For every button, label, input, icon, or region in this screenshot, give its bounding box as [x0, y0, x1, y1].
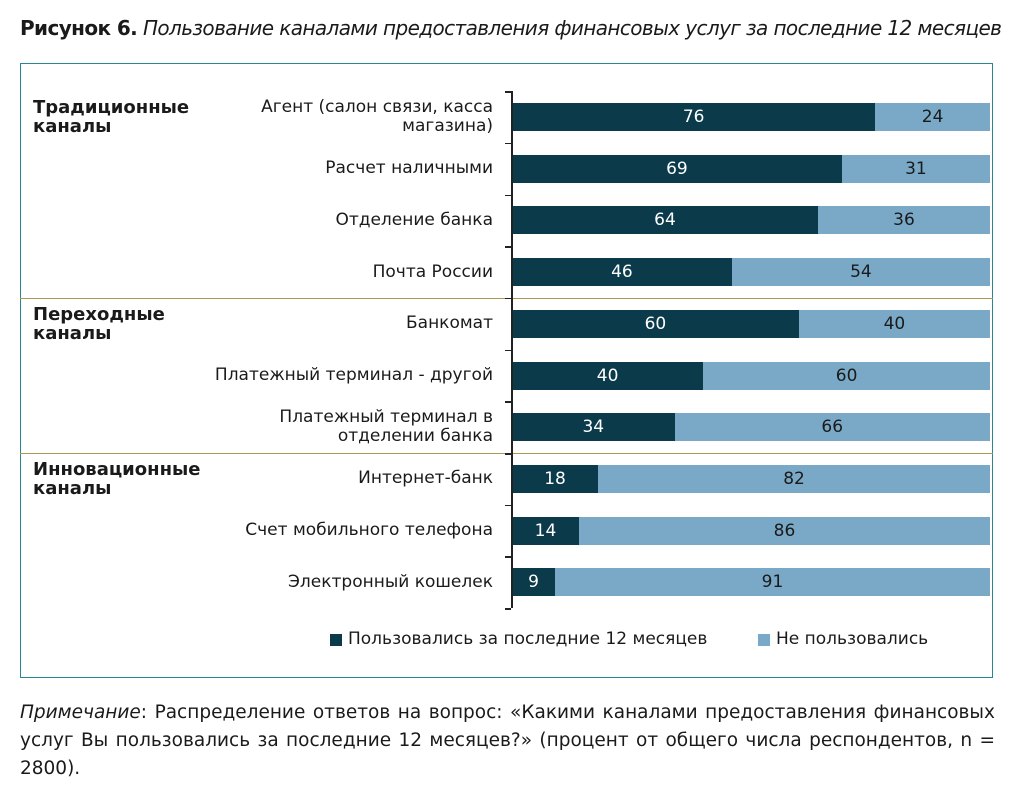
value-label: 40 — [883, 313, 906, 334]
bar-segment — [512, 309, 799, 338]
value-label: 54 — [850, 262, 872, 283]
title-text: Пользование каналами предоставления фина… — [142, 16, 1002, 40]
axis-tick — [505, 349, 511, 352]
category-label: Агент (салон связи, касса магазина) — [261, 97, 493, 136]
category-label: Платежный терминал в отделении банка — [279, 407, 493, 447]
axis-tick — [505, 504, 511, 507]
bar-segment — [674, 413, 990, 442]
value-label: 40 — [596, 365, 619, 386]
chart-frame — [20, 63, 993, 678]
title-label: Рисунок 6. — [20, 16, 138, 40]
bar-segment — [512, 206, 818, 235]
axis-tick — [505, 194, 511, 197]
value-label: 76 — [682, 107, 705, 127]
bar-segment — [555, 568, 990, 597]
legend-swatch — [758, 634, 770, 646]
value-label: 18 — [544, 468, 566, 489]
category-label: Счет мобильного телефона — [245, 520, 493, 541]
group-label: Традиционные каналы — [33, 97, 190, 137]
bar-segment — [598, 464, 990, 493]
value-label: 36 — [893, 210, 915, 231]
category-label: Отделение банка — [335, 209, 493, 230]
axis-tick — [505, 453, 511, 455]
axis-tick — [505, 608, 511, 610]
bar-segment — [512, 154, 842, 183]
value-label: 64 — [654, 210, 676, 231]
bar-segment — [512, 568, 556, 597]
value-label: 91 — [761, 572, 784, 593]
axis-tick — [505, 401, 511, 403]
note: Примечание: Распределение ответов на воп… — [20, 699, 995, 783]
category-label: Интернет-банк — [358, 468, 493, 489]
value-label: 66 — [821, 417, 844, 438]
bar-segment — [512, 413, 675, 442]
category-label: Платежный терминал - другой — [214, 365, 493, 385]
bar-segment — [798, 309, 990, 338]
value-label: 46 — [611, 262, 633, 283]
value-label: 86 — [773, 520, 796, 541]
value-label: 14 — [534, 520, 557, 541]
value-label: 31 — [905, 158, 927, 179]
category-label: Расчет наличными — [325, 158, 493, 179]
category-label: Электронный кошелек — [288, 571, 493, 592]
bar-segment — [841, 154, 990, 183]
legend-swatch — [330, 634, 342, 646]
value-label: 60 — [644, 313, 667, 334]
legend-label: Не пользовались — [776, 629, 929, 649]
group-label: Инновационные каналы — [33, 458, 201, 499]
bar-segment — [512, 361, 704, 390]
bar-segment — [578, 516, 990, 545]
value-label: 69 — [666, 158, 688, 179]
bar-segment — [512, 103, 876, 131]
category-label: Банкомат — [405, 313, 493, 334]
legend-label: Пользовались за последние 12 месяцев — [348, 629, 708, 649]
title: Рисунок 6. Пользование каналами предоста… — [20, 16, 1002, 40]
axis-tick — [505, 246, 511, 248]
axis-tick — [505, 556, 511, 558]
value-label: 24 — [921, 107, 944, 127]
value-label: 9 — [528, 572, 539, 593]
bar-segment — [731, 258, 990, 287]
group-label: Переходные каналы — [33, 303, 165, 344]
bar-segment — [703, 361, 990, 390]
note-label: Примечание — [20, 702, 141, 723]
bar-segment — [817, 206, 990, 235]
value-label: 60 — [835, 365, 858, 386]
bar-segment — [512, 516, 579, 545]
axis-tick — [505, 142, 511, 145]
axis-tick — [505, 297, 511, 300]
category-label: Почта России — [372, 261, 493, 282]
bar-segment — [512, 258, 732, 287]
bar-segment — [512, 464, 599, 493]
axis-line — [511, 91, 513, 609]
value-label: 82 — [783, 468, 805, 489]
axis-tick — [505, 91, 511, 93]
bar-segment — [875, 103, 990, 131]
value-label: 34 — [582, 417, 605, 438]
note-text: : Распределение ответов на вопрос: «Каки… — [20, 702, 995, 779]
